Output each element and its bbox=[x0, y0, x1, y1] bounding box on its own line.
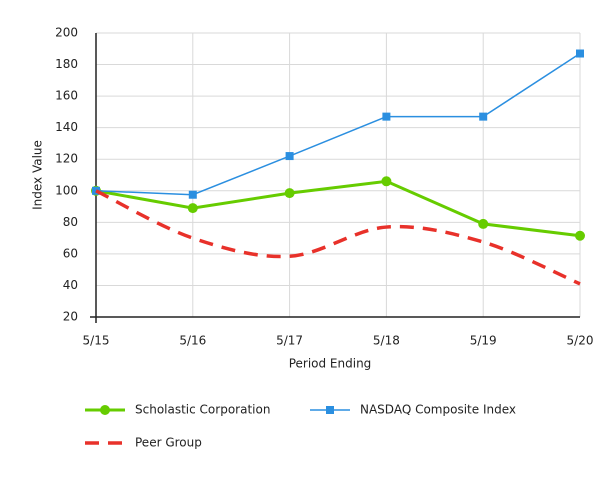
point bbox=[284, 188, 295, 199]
y-tick-label: 160 bbox=[55, 89, 78, 103]
y-tick-label: 40 bbox=[63, 278, 78, 292]
point bbox=[576, 49, 584, 58]
y-tick-label: 60 bbox=[63, 246, 78, 260]
legend-label: Scholastic Corporation bbox=[135, 403, 270, 417]
legend-marker bbox=[326, 406, 334, 414]
y-tick-label: 140 bbox=[55, 120, 78, 134]
y-tick-label: 200 bbox=[55, 26, 78, 40]
x-tick-label: 5/18 bbox=[373, 334, 400, 348]
point bbox=[478, 218, 489, 229]
series-line bbox=[95, 179, 581, 238]
y-tick-label: 120 bbox=[55, 152, 78, 166]
x-tick-label: 5/17 bbox=[276, 334, 303, 348]
legend-label: Peer Group bbox=[135, 436, 202, 450]
y-tick-label: 180 bbox=[55, 57, 78, 71]
point bbox=[381, 176, 392, 187]
x-tick-label: 5/19 bbox=[470, 334, 497, 348]
x-tick-label: 5/20 bbox=[567, 334, 594, 348]
legend-label: NASDAQ Composite Index bbox=[360, 403, 516, 417]
y-axis-title: Index Value bbox=[31, 140, 45, 210]
point bbox=[285, 152, 294, 161]
legend-marker bbox=[100, 405, 110, 415]
series-line bbox=[95, 189, 581, 286]
y-tick-label: 80 bbox=[63, 215, 78, 229]
point bbox=[575, 230, 585, 241]
x-tick-label: 5/16 bbox=[179, 334, 206, 348]
series-line bbox=[95, 52, 581, 196]
x-tick-label: 5/15 bbox=[83, 334, 110, 348]
point bbox=[188, 190, 197, 199]
point bbox=[382, 112, 391, 121]
x-axis-title: Period Ending bbox=[289, 357, 372, 371]
y-tick-label: 100 bbox=[55, 183, 78, 197]
point bbox=[187, 203, 198, 214]
y-tick-label: 20 bbox=[63, 310, 78, 324]
point bbox=[479, 112, 488, 121]
